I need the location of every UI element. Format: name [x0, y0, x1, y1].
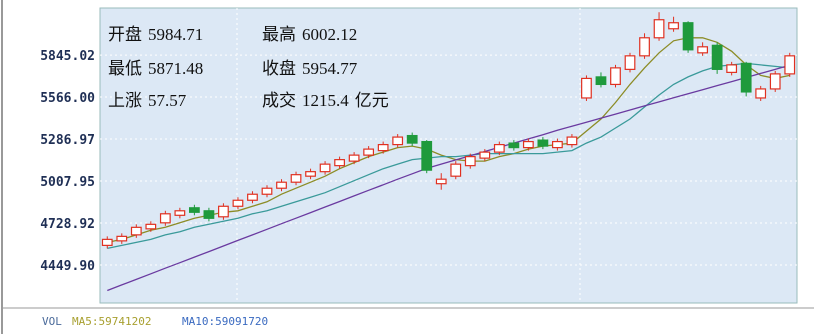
candle-body — [537, 139, 549, 147]
candle-body — [130, 226, 142, 236]
candle-body — [276, 181, 287, 189]
candle-body — [218, 205, 229, 218]
info-item: 上涨 57.57 — [108, 91, 187, 110]
y-tick-label: 4728.92 — [40, 217, 95, 232]
candle-body — [435, 178, 447, 185]
info-item: 成交 1215.4 亿元 — [262, 91, 389, 110]
candle-body — [784, 55, 796, 75]
candle-body — [668, 22, 679, 30]
candle-body — [740, 62, 752, 93]
candle-body — [726, 64, 738, 73]
candle-body — [305, 171, 316, 177]
candle-body — [377, 143, 389, 152]
candle-body — [552, 140, 563, 149]
info-value: 6002.12 — [302, 25, 357, 44]
info-value: 1215.4 — [302, 91, 349, 110]
candle-body — [653, 19, 665, 39]
ma-line — [107, 62, 790, 250]
info-value: 5984.71 — [148, 25, 203, 44]
plot-area — [99, 7, 798, 304]
candle-body — [406, 134, 418, 144]
candle-body — [639, 37, 650, 57]
y-tick-label: 4449.90 — [40, 259, 95, 274]
candle-body — [174, 210, 186, 216]
footer-vol: VOL — [42, 315, 62, 328]
candle-body — [101, 238, 113, 246]
info-value: 5954.77 — [302, 59, 358, 78]
candle-body — [232, 199, 244, 207]
y-tick-label: 5566.00 — [40, 91, 95, 106]
info-unit: 亿元 — [355, 91, 389, 110]
ma-line — [107, 64, 790, 292]
info-item: 最低 5871.48 — [108, 59, 203, 78]
info-label: 上涨 — [108, 91, 142, 110]
info-item: 最高 6002.12 — [262, 25, 357, 44]
candle-body — [247, 193, 258, 201]
candle-body — [508, 142, 520, 149]
info-item: 收盘 5954.77 — [262, 59, 358, 78]
info-item: 开盘 5984.71 — [108, 25, 203, 44]
candle-body — [450, 163, 462, 177]
candle-body — [464, 156, 476, 167]
candle-body — [421, 140, 433, 171]
candle-body — [769, 73, 781, 90]
candle-body — [581, 77, 592, 99]
info-label: 开盘 — [108, 25, 142, 44]
info-value: 5871.48 — [148, 59, 203, 78]
y-tick-label: 5845.02 — [40, 49, 95, 64]
candle-body — [348, 154, 360, 162]
candle-body — [319, 163, 331, 173]
candle-body — [755, 88, 767, 99]
candle-body — [145, 223, 157, 230]
footer-ma5: MA5:59741202 — [72, 315, 151, 328]
info-label: 最高 — [262, 25, 296, 44]
candle-body — [711, 44, 723, 70]
candle-body — [290, 174, 302, 183]
info-label: 收盘 — [262, 59, 296, 78]
candle-body — [697, 46, 709, 54]
candle-body — [159, 213, 171, 224]
candle-body — [493, 143, 505, 153]
candle-body — [479, 151, 491, 159]
footer-ma10: MA10:59091720 — [182, 315, 268, 328]
candle-body — [682, 22, 694, 51]
candle-body — [392, 136, 404, 146]
candle-body — [334, 159, 345, 167]
candle-body — [610, 67, 621, 86]
y-tick-label: 5007.95 — [40, 175, 95, 190]
candle-body — [261, 187, 273, 195]
candle-body — [203, 210, 215, 219]
candle-body — [566, 136, 578, 146]
candle-body — [522, 140, 534, 149]
candle-body — [188, 207, 200, 213]
candle-body — [624, 55, 636, 70]
y-tick-label: 5286.97 — [40, 133, 95, 148]
info-value: 57.57 — [148, 91, 187, 110]
info-label: 成交 — [262, 91, 296, 110]
info-label: 最低 — [108, 59, 142, 78]
candle-body — [363, 148, 375, 156]
candle-body — [116, 235, 128, 242]
candle-body — [595, 76, 607, 86]
